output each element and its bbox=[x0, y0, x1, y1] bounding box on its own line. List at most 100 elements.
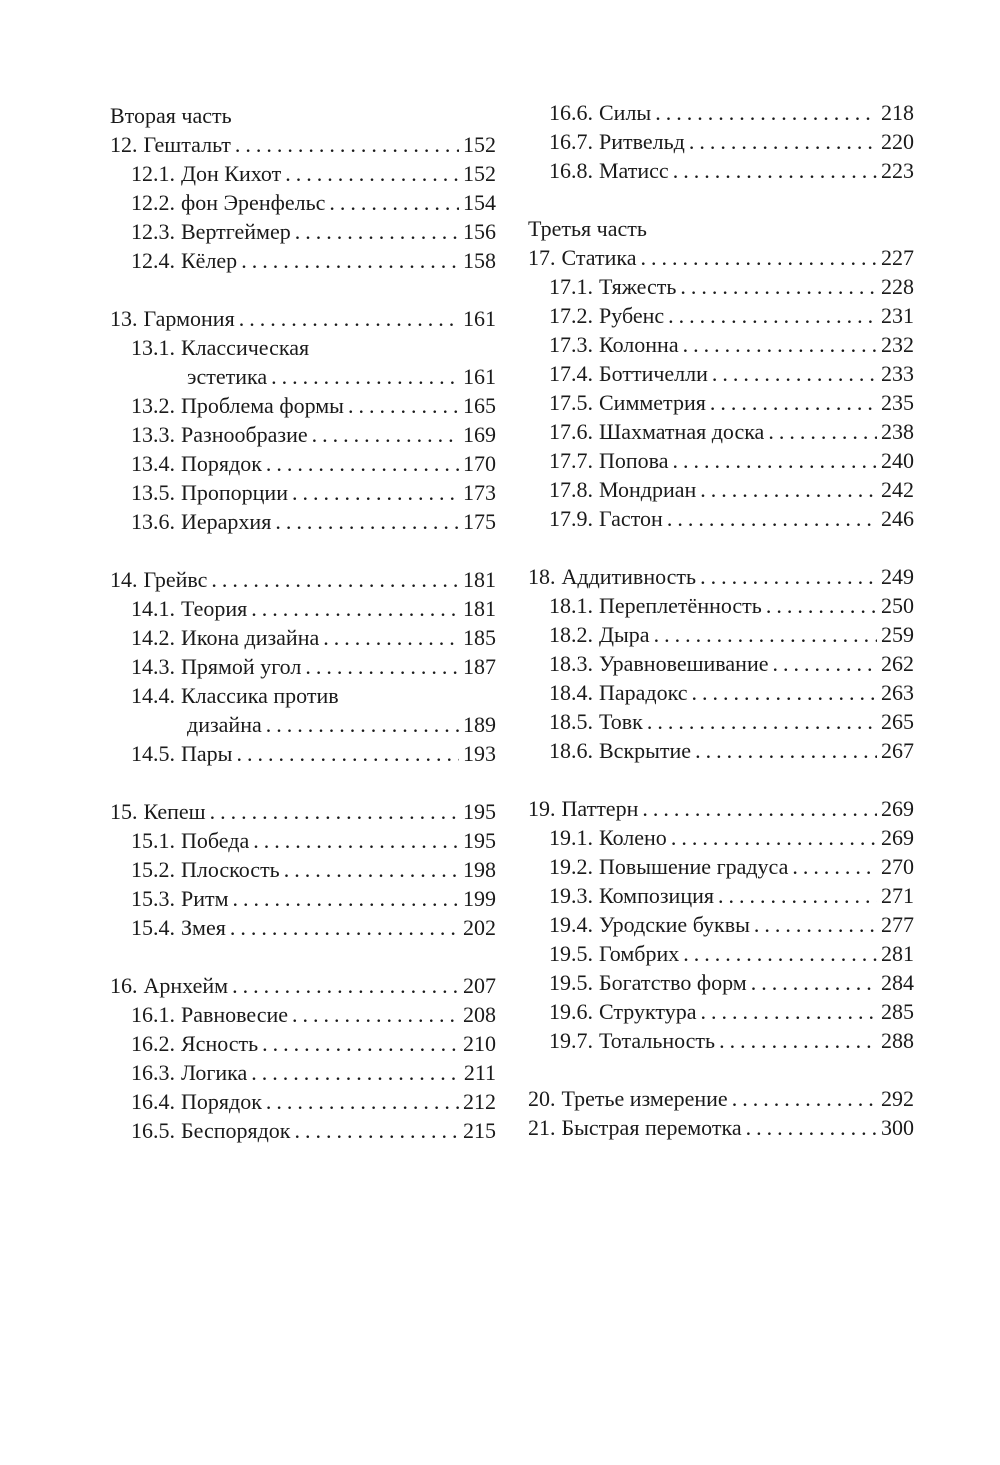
entry-number: 13.5. bbox=[131, 480, 175, 505]
entry-title: Логика bbox=[181, 1060, 248, 1085]
toc-entry: 18.6.Вскрытие 267 bbox=[528, 736, 914, 765]
page-number: 242 bbox=[881, 477, 914, 502]
toc-entry: 13.6.Иерархия 175 bbox=[110, 507, 496, 536]
dot-leader bbox=[751, 968, 877, 997]
entry-title: Иерархия bbox=[181, 509, 272, 534]
toc-entry: 14.1.Теория 181 bbox=[110, 594, 496, 623]
page-number: 246 bbox=[881, 506, 914, 531]
entry-title: Арнхейм bbox=[143, 973, 229, 998]
entry-number: 17.9. bbox=[549, 506, 593, 531]
entry-number: 18.6. bbox=[549, 738, 593, 763]
page-number: 195 bbox=[463, 799, 496, 824]
toc-entry: 18.4.Парадокс 263 bbox=[528, 678, 914, 707]
entry-number: 19.7. bbox=[549, 1028, 593, 1053]
page-number: 270 bbox=[881, 854, 914, 879]
entry-title: Тотальность bbox=[599, 1028, 716, 1053]
page-number: 210 bbox=[463, 1031, 496, 1056]
toc-entry: 13.3.Разнообразие 169 bbox=[110, 420, 496, 449]
spacer bbox=[528, 765, 914, 794]
page-number: 175 bbox=[463, 509, 496, 534]
entry-title: Гастон bbox=[599, 506, 663, 531]
dot-leader bbox=[766, 591, 877, 620]
toc-entry: 14.Грейвс 181 bbox=[110, 565, 496, 594]
dot-leader bbox=[348, 391, 459, 420]
entry-title: Беспорядок bbox=[181, 1118, 291, 1143]
toc-entry: 15.1.Победа 195 bbox=[110, 826, 496, 855]
toc-column-right: 16.6.Силы 218 16.7.Ритвельд 220 16.8.Матисс 2… bbox=[528, 98, 914, 1142]
entry-title: Пропорции bbox=[181, 480, 288, 505]
entry-number: 16.5. bbox=[131, 1118, 175, 1143]
toc-entry: 12.2.фон Эренфельс 154 bbox=[110, 188, 496, 217]
dot-leader bbox=[792, 852, 877, 881]
toc-entry: 16.5.Беспорядок 215 bbox=[110, 1116, 496, 1145]
page-number: 211 bbox=[463, 1060, 496, 1085]
entry-title: Пары bbox=[181, 741, 233, 766]
entry-title: Колонна bbox=[599, 332, 679, 357]
entry-number: 18.2. bbox=[549, 622, 593, 647]
dot-leader bbox=[210, 797, 459, 826]
toc-entry: 14.2.Икона дизайна 185 bbox=[110, 623, 496, 652]
entry-title: Вторая часть bbox=[110, 103, 232, 128]
entry-title: Дыра bbox=[599, 622, 650, 647]
toc-entry: дизайна 189 bbox=[110, 710, 496, 739]
dot-leader bbox=[746, 1113, 877, 1142]
toc-entry: 16.1.Равновесие 208 bbox=[110, 1000, 496, 1029]
toc-entry: 13.Гармония 161 bbox=[110, 304, 496, 333]
dot-leader bbox=[232, 971, 459, 1000]
dot-leader bbox=[718, 881, 877, 910]
page-number: 238 bbox=[881, 419, 914, 444]
dot-leader bbox=[647, 707, 877, 736]
dot-leader bbox=[700, 562, 877, 591]
entry-title: Рубенс bbox=[599, 303, 665, 328]
entry-title: Ясность bbox=[181, 1031, 259, 1056]
toc-entry: 18.Аддитивность 249 bbox=[528, 562, 914, 591]
toc-entry: 15.Кепеш 195 bbox=[110, 797, 496, 826]
dot-leader bbox=[251, 1058, 460, 1087]
page-number: 228 bbox=[881, 274, 914, 299]
toc-entry: 12.Гештальт 152 bbox=[110, 130, 496, 159]
page-number: 195 bbox=[463, 828, 496, 853]
entry-title: Проблема формы bbox=[181, 393, 344, 418]
entry-title: Аддитивность bbox=[561, 564, 697, 589]
entry-number: 16.6. bbox=[549, 100, 593, 125]
dot-leader bbox=[233, 884, 459, 913]
entry-title: Вскрытие bbox=[599, 738, 692, 763]
entry-number: 12.1. bbox=[131, 161, 175, 186]
entry-title: Прямой угол bbox=[181, 654, 302, 679]
page-number: 198 bbox=[463, 857, 496, 882]
entry-number: 19.1. bbox=[549, 825, 593, 850]
dot-leader bbox=[640, 243, 877, 272]
toc-entry: 13.5.Пропорции 173 bbox=[110, 478, 496, 507]
entry-number: 14.3. bbox=[131, 654, 175, 679]
page-number: 284 bbox=[881, 970, 914, 995]
page-number: 235 bbox=[881, 390, 914, 415]
page-number: 262 bbox=[881, 651, 914, 676]
entry-number: 15.3. bbox=[131, 886, 175, 911]
toc-entry: 19.Паттерн 269 bbox=[528, 794, 914, 823]
toc-entry: 19.1.Колено 269 bbox=[528, 823, 914, 852]
toc-entry: 17.3.Колонна 232 bbox=[528, 330, 914, 359]
page-number: 269 bbox=[881, 825, 914, 850]
dot-leader bbox=[768, 417, 877, 446]
entry-number: 20. bbox=[528, 1086, 556, 1111]
toc-entry: 16.8.Матисс 223 bbox=[528, 156, 914, 185]
toc-entry: 14.5.Пары 193 bbox=[110, 739, 496, 768]
entry-title: Матисс bbox=[599, 158, 669, 183]
entry-title: Плоскость bbox=[181, 857, 280, 882]
entry-title: Попова bbox=[599, 448, 669, 473]
dot-leader bbox=[712, 359, 877, 388]
entry-title: Колено bbox=[599, 825, 667, 850]
page-number: 227 bbox=[881, 245, 914, 270]
entry-number: 13.6. bbox=[131, 509, 175, 534]
dot-leader bbox=[689, 127, 877, 156]
spacer bbox=[110, 942, 496, 971]
dot-leader bbox=[671, 823, 877, 852]
part-heading: Вторая часть bbox=[110, 101, 496, 130]
dot-leader bbox=[305, 652, 459, 681]
entry-title: Уродские буквы bbox=[599, 912, 750, 937]
dot-leader bbox=[642, 794, 877, 823]
entry-title: Симметрия bbox=[599, 390, 706, 415]
entry-number: 16.3. bbox=[131, 1060, 175, 1085]
page-number: 285 bbox=[881, 999, 914, 1024]
entry-title: Быстрая перемотка bbox=[561, 1115, 742, 1140]
